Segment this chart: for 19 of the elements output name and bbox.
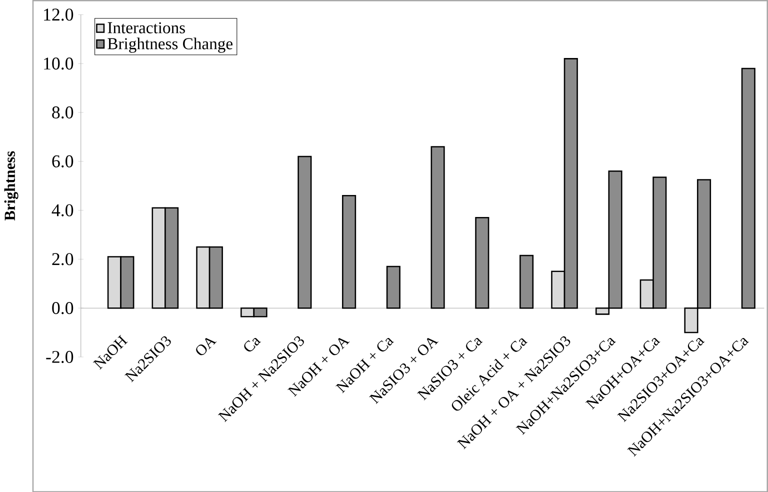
legend-label: Interactions <box>108 22 185 34</box>
y-tick-label: 2.0 <box>52 252 74 266</box>
bar <box>342 194 356 309</box>
bar <box>430 146 445 309</box>
bar <box>475 216 490 309</box>
y-tick-label: 0.0 <box>52 302 74 314</box>
y-tick-label: -2.0 <box>46 350 74 363</box>
y-axis-title: Brightness <box>4 151 18 220</box>
y-tick-label: 8.0 <box>52 106 74 118</box>
bar <box>520 254 534 309</box>
y-tick-label: 12.0 <box>44 8 74 21</box>
bar <box>298 156 312 309</box>
y-tick-label: 6.0 <box>52 155 74 168</box>
bar <box>741 68 756 309</box>
y-tick-label: 4.0 <box>52 204 74 216</box>
y-tick-label: 10.0 <box>44 57 74 70</box>
bar <box>386 266 400 309</box>
legend-label: Brightness Change <box>108 37 232 53</box>
x-tick-label: OA <box>196 338 217 355</box>
